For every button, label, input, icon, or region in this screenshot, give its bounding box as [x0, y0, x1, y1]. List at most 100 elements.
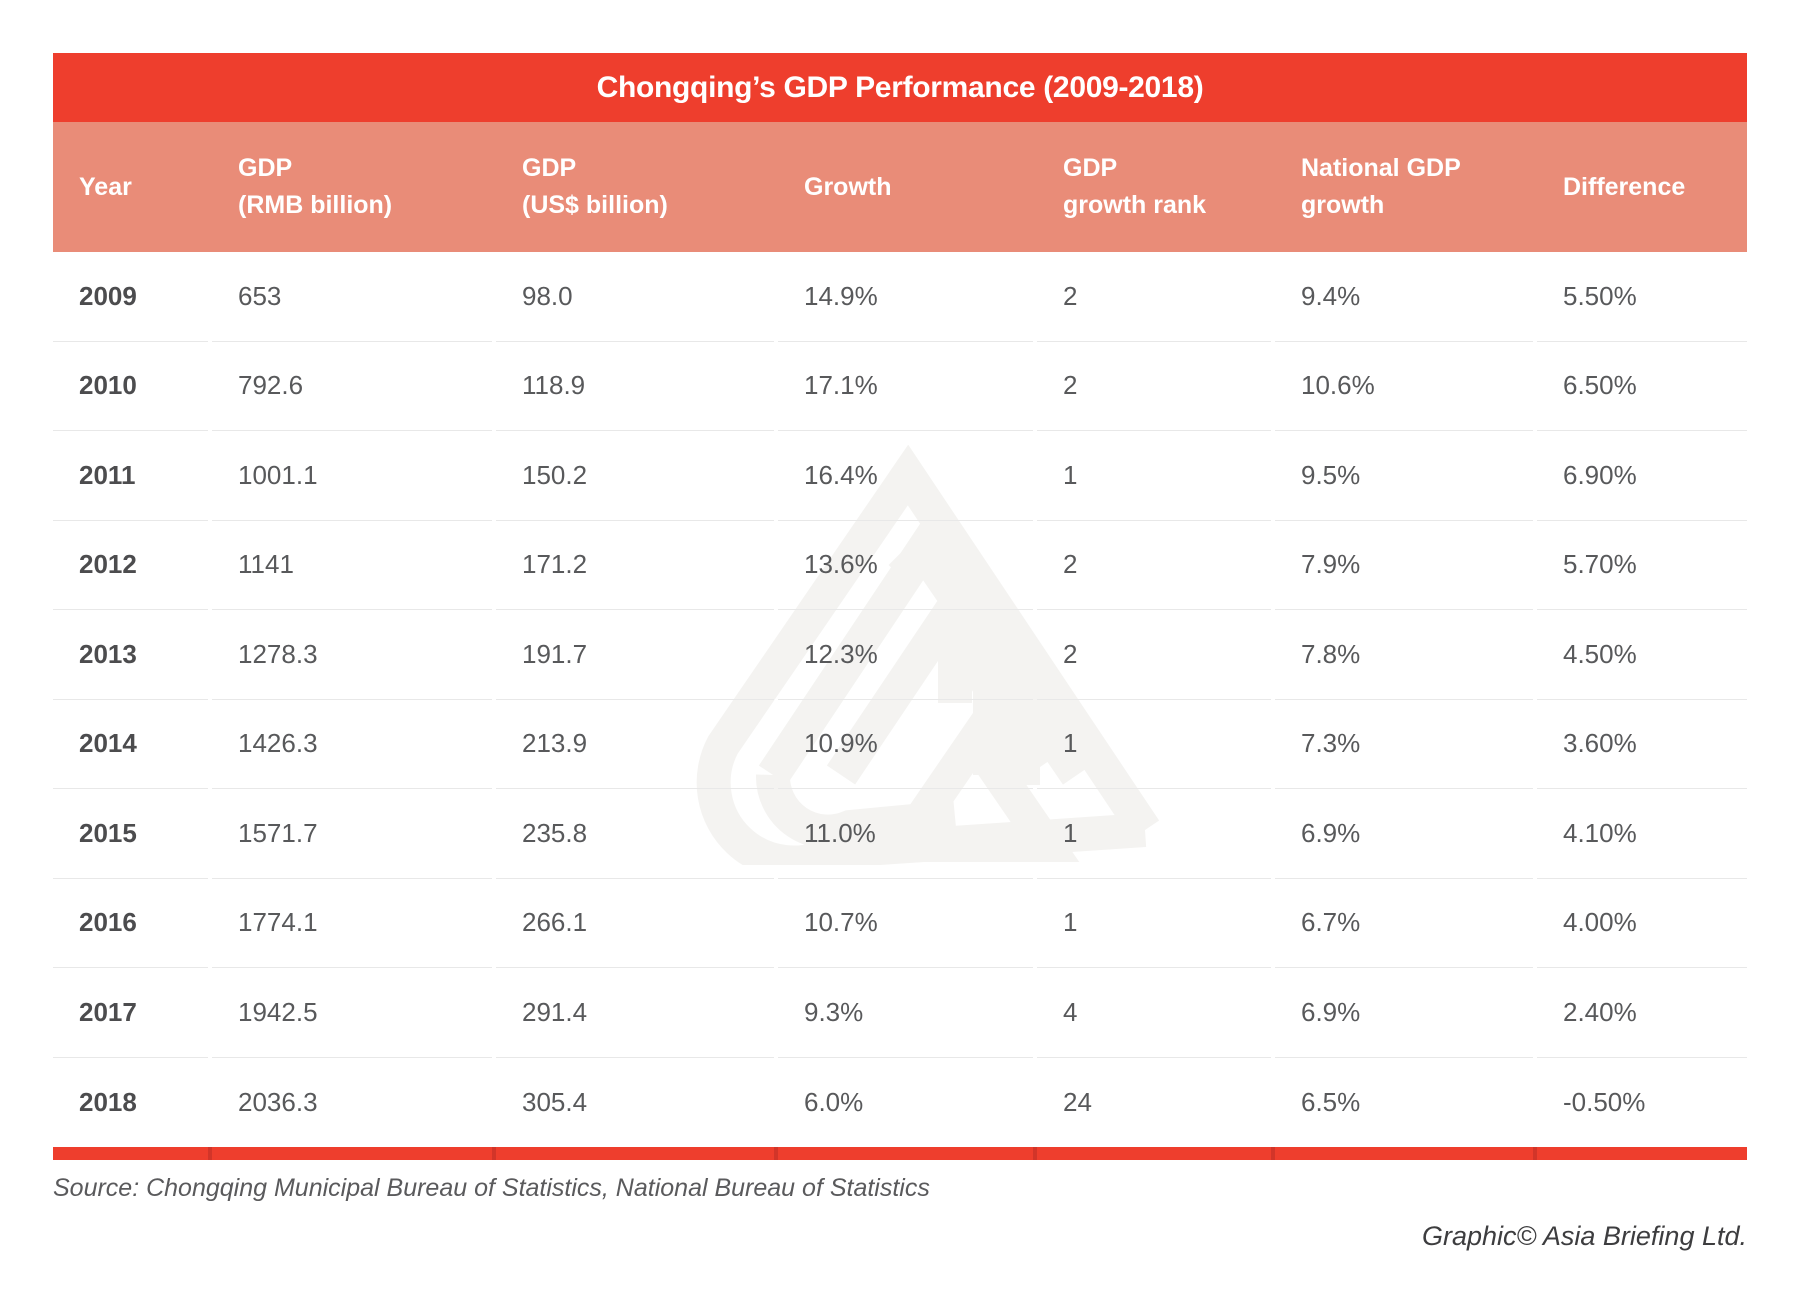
table-cell-national: 6.9%	[1275, 789, 1533, 879]
table-cell-year: 2012	[53, 521, 208, 610]
table-cell-growth: 13.6%	[778, 521, 1033, 610]
table-row: 2012 1141 171.2 13.6% 2 7.9% 5.70%	[53, 521, 1747, 610]
header-cell-difference: Difference	[1563, 172, 1686, 201]
table-title-bar: Chongqing’s GDP Performance (2009-2018)	[53, 53, 1747, 122]
table-row: 2016 1774.1 266.1 10.7% 1 6.7% 4.00%	[53, 879, 1747, 968]
table-cell-gdp_rmb: 1278.3	[212, 610, 492, 700]
table-bottom-bar	[53, 1147, 1747, 1160]
table-cell-gdp_usd: 171.2	[496, 521, 774, 610]
table-cell-growth: 17.1%	[778, 342, 1033, 431]
table-cell-growth: 10.9%	[778, 700, 1033, 789]
table-row: 2010 792.6 118.9 17.1% 2 10.6% 6.50%	[53, 342, 1747, 431]
source-note: Source: Chongqing Municipal Bureau of St…	[53, 1174, 930, 1202]
table-cell-national: 7.8%	[1275, 610, 1533, 700]
table-cell-national: 9.4%	[1275, 252, 1533, 342]
column-divider-notch	[1271, 1147, 1275, 1160]
table-cell-rank: 2	[1037, 610, 1271, 700]
table-cell-difference: 3.60%	[1537, 700, 1747, 789]
table-cell-gdp_rmb: 653	[212, 252, 492, 342]
table-cell-gdp_usd: 118.9	[496, 342, 774, 431]
table-cell-national: 7.3%	[1275, 700, 1533, 789]
table-cell-gdp_usd: 213.9	[496, 700, 774, 789]
table-cell-gdp_rmb: 1942.5	[212, 968, 492, 1058]
table-cell-gdp_rmb: 1426.3	[212, 700, 492, 789]
header-cell-year: Year	[79, 172, 132, 201]
table-cell-difference: -0.50%	[1563, 1086, 1646, 1117]
table-cell-rank: 4	[1037, 968, 1271, 1058]
table-cell-difference: 4.00%	[1537, 879, 1747, 968]
table-cell-rank: 1	[1037, 700, 1271, 789]
table-cell-difference: 2.40%	[1537, 968, 1747, 1058]
table-cell-rank: 1	[1037, 879, 1271, 968]
header-cell-gdp_usd: GDP (US$ billion)	[522, 154, 668, 219]
table-header-row: Year GDP (RMB billion) GDP (US$ billion) Gr…	[53, 122, 1747, 252]
table-cell-difference: 5.50%	[1537, 252, 1747, 342]
table-cell-gdp_rmb: 792.6	[212, 342, 492, 431]
table-row: 2014 1426.3 213.9 10.9% 1 7.3% 3.60%	[53, 700, 1747, 789]
table-cell-rank: 2	[1037, 252, 1271, 342]
table-cell-national: 10.6%	[1275, 342, 1533, 431]
table-cell-gdp_rmb: 1774.1	[212, 879, 492, 968]
table-row: 2017 1942.5 291.4 9.3% 4 6.9% 2.40%	[53, 968, 1747, 1058]
column-divider-notch	[1033, 1147, 1037, 1160]
table-cell-gdp_rmb: 1571.7	[212, 789, 492, 879]
table-cell-national: 6.9%	[1275, 968, 1533, 1058]
table-cell-difference: 6.90%	[1537, 431, 1747, 521]
header-cell-gdp_rmb: GDP (RMB billion)	[238, 154, 393, 219]
table-cell-national: 6.5%	[1301, 1086, 1361, 1117]
table-cell-growth: 11.0%	[778, 789, 1033, 879]
table-cell-difference: 4.50%	[1537, 610, 1747, 700]
column-divider-notch	[1533, 1147, 1537, 1160]
table-cell-gdp_usd: 191.7	[496, 610, 774, 700]
header-cell-growth: Growth	[804, 172, 892, 201]
table-cell-gdp_usd: 98.0	[496, 252, 774, 342]
table-cell-national: 6.7%	[1275, 879, 1533, 968]
table-title: Chongqing’s GDP Performance (2009-2018)	[596, 70, 1204, 104]
column-divider-notch	[774, 1147, 778, 1160]
table-cell-year: 2016	[53, 879, 208, 968]
table-cell-gdp_usd: 150.2	[496, 431, 774, 521]
table-cell-gdp_rmb: 1141	[212, 521, 492, 610]
table-cell-gdp_rmb: 2036.3	[238, 1086, 318, 1117]
table-cell-gdp_usd: 235.8	[496, 789, 774, 879]
table-row: 2009 653 98.0 14.9% 2 9.4% 5.50%	[53, 252, 1747, 342]
table-cell-rank: 24	[1063, 1086, 1092, 1117]
table-row: 2018 2036.3 305.4 6.0% 24 6.5% -0.50%	[53, 1058, 1747, 1148]
table-cell-growth: 9.3%	[778, 968, 1033, 1058]
column-divider-notch	[492, 1147, 496, 1160]
table-cell-growth: 6.0%	[804, 1086, 864, 1117]
table-cell-growth: 14.9%	[778, 252, 1033, 342]
table-row: 2013 1278.3 191.7 12.3% 2 7.8% 4.50%	[53, 610, 1747, 700]
graphic-credit: Graphic© Asia Briefing Ltd.	[1421, 1221, 1747, 1251]
table-cell-year: 2009	[53, 252, 208, 342]
table-cell-difference: 5.70%	[1537, 521, 1747, 610]
table-cell-gdp_usd: 266.1	[496, 879, 774, 968]
table-cell-year: 2010	[53, 342, 208, 431]
header-cell-rank: GDP growth rank	[1063, 154, 1207, 219]
table-cell-growth: 16.4%	[778, 431, 1033, 521]
table-cell-gdp_usd: 305.4	[522, 1086, 588, 1117]
table-cell-rank: 2	[1037, 342, 1271, 431]
table-cell-year: 2018	[79, 1086, 137, 1117]
asia-briefing-logo-watermark	[696, 445, 1160, 865]
table-cell-rank: 1	[1037, 431, 1271, 521]
table-cell-year: 2015	[53, 789, 208, 879]
table-cell-year: 2014	[53, 700, 208, 789]
table-row: 2011 1001.1 150.2 16.4% 1 9.5% 6.90%	[53, 431, 1747, 521]
gdp-table: Chongqing’s GDP Performance (2009-2018) …	[53, 53, 1747, 1252]
table-cell-rank: 2	[1037, 521, 1271, 610]
table-body: 2009 653 98.0 14.9% 2 9.4% 5.50% 2010 792.6 118.9…	[53, 252, 1747, 1147]
column-divider-notch	[208, 1147, 212, 1160]
table-cell-year: 2017	[53, 968, 208, 1058]
table-cell-growth: 10.7%	[778, 879, 1033, 968]
table-cell-difference: 4.10%	[1537, 789, 1747, 879]
table-cell-difference: 6.50%	[1537, 342, 1747, 431]
table-cell-national: 7.9%	[1275, 521, 1533, 610]
table-cell-growth: 12.3%	[778, 610, 1033, 700]
table-cell-gdp_rmb: 1001.1	[212, 431, 492, 521]
table-cell-year: 2011	[53, 431, 208, 521]
table-cell-year: 2013	[53, 610, 208, 700]
table-cell-gdp_usd: 291.4	[496, 968, 774, 1058]
table-row: 2015 1571.7 235.8 11.0% 1 6.9% 4.10%	[53, 789, 1747, 879]
table-cell-rank: 1	[1037, 789, 1271, 879]
